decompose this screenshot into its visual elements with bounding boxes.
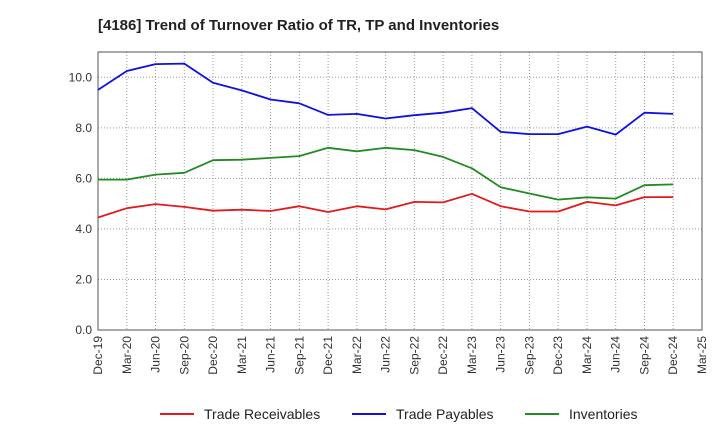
trade-payables-legend-label: Trade Payables [396,406,494,422]
inventories-line [98,146,674,201]
inventories-legend-label: Inventories [569,406,637,422]
x-tick-label: Sep-24 [637,336,651,375]
x-tick-label: Mar-20 [120,336,134,374]
trade-receivables-legend-label: Trade Receivables [204,406,320,422]
x-tick-label: Mar-22 [350,336,364,374]
y-tick-label: 6.0 [75,171,92,185]
x-tick-label: Dec-19 [91,336,105,375]
x-tick-label: Dec-20 [206,336,220,375]
x-tick-label: Mar-25 [695,336,709,374]
legend: Trade Receivables Trade Payables Inventori… [160,406,637,422]
x-tick-label: Dec-21 [321,336,335,375]
x-tick-label: Sep-22 [407,336,421,375]
x-tick-label: Jun-20 [149,336,163,373]
plot-frame [97,51,703,331]
y-tick-label: 0.0 [75,323,92,337]
x-tick-label: Jun-23 [494,336,508,373]
x-tick-label: Mar-21 [235,336,249,374]
x-tick-label: Dec-23 [551,336,565,375]
grid [98,52,703,330]
y-tick-label: 10.0 [69,70,93,84]
x-tick-label: Jun-24 [609,336,623,373]
trade-payables-line [97,62,674,136]
y-tick-label: 8.0 [75,121,92,135]
x-tick-label: Sep-23 [522,336,536,375]
chart-title: [4186] Trend of Turnover Ratio of TR, TP… [98,17,499,34]
x-tick-label: Jun-22 [379,336,393,373]
x-tick-label: Sep-21 [292,336,306,375]
x-tick-label: Dec-24 [666,336,680,375]
x-tick-label: Dec-22 [436,336,450,375]
trade-receivables-line [97,192,674,219]
y-tick-label: 4.0 [75,222,92,236]
y-tick-label: 2.0 [75,272,92,286]
x-tick-label: Jun-21 [264,336,278,373]
x-tick-label: Mar-24 [580,336,594,374]
x-tick-label: Mar-23 [465,336,479,374]
series-lines [97,62,674,219]
x-tick-label: Sep-20 [177,336,191,375]
axes: 0.0 2.0 4.0 6.0 8.0 10.0 Dec-19 Mar-20 Jun-20 Sep… [69,51,709,375]
